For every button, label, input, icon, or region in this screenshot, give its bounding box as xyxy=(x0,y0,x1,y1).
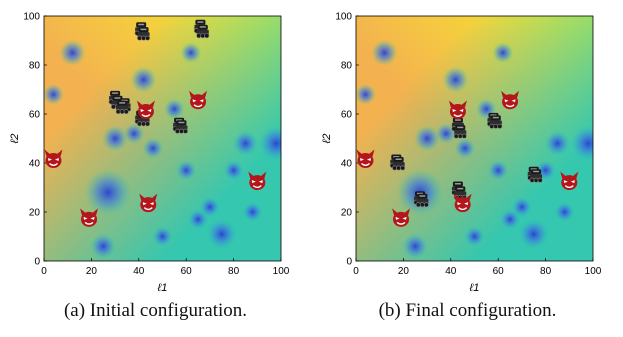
y-tick-label: 80 xyxy=(29,61,41,72)
devil-marker xyxy=(136,100,155,120)
devil-marker xyxy=(139,193,158,213)
y-axis-label: ℓ2 xyxy=(321,134,333,145)
x-tick-label: 100 xyxy=(273,266,290,277)
devil-marker xyxy=(560,171,579,191)
devil-marker xyxy=(453,193,472,213)
x-tick-label: 0 xyxy=(41,266,47,277)
robot-marker xyxy=(174,120,188,134)
x-axis-label: ℓ1 xyxy=(157,282,168,294)
devil-marker xyxy=(356,149,375,169)
x-tick-label: 20 xyxy=(86,266,98,277)
y-tick-label: 0 xyxy=(346,257,352,268)
devil-marker xyxy=(392,208,411,227)
robot-marker xyxy=(415,193,429,208)
x-tick-label: 100 xyxy=(585,266,602,277)
caption-final: (b) Final configuration. xyxy=(378,300,557,321)
y-tick-label: 40 xyxy=(341,159,353,170)
panel-initial: 0 20 40 60 80 100 0 20 40 60 80 100 ℓ1 ℓ2 (a) Initial… xyxy=(0,0,311,337)
x-tick-label: 60 xyxy=(181,266,193,277)
robot-marker xyxy=(115,100,129,115)
y-tick-label: 20 xyxy=(341,208,353,219)
plot-frame xyxy=(43,15,282,262)
robot-marker xyxy=(489,115,503,129)
panel-final: 0 20 40 60 80 100 0 20 40 60 80 100 ℓ1 ℓ2 (b) Final c… xyxy=(312,0,623,337)
heatmap-field xyxy=(356,16,593,261)
y-tick-label: 40 xyxy=(29,159,41,170)
x-tick-label: 80 xyxy=(540,266,552,277)
heatmap-field xyxy=(44,16,281,261)
devil-marker xyxy=(248,171,267,191)
robot-marker xyxy=(529,169,543,183)
devil-marker xyxy=(448,100,467,120)
y-tick-label: 20 xyxy=(29,208,41,219)
chart-final: 0 20 40 60 80 100 0 20 40 60 80 100 ℓ1 ℓ2 xyxy=(321,12,602,295)
y-tick-label: 100 xyxy=(23,12,40,23)
robot-marker xyxy=(196,24,210,39)
devil-marker xyxy=(44,149,63,169)
devil-marker xyxy=(80,208,99,227)
robot-marker xyxy=(453,125,467,139)
y-tick-label: 100 xyxy=(335,12,352,23)
x-tick-label: 20 xyxy=(398,266,410,277)
y-axis-label: ℓ2 xyxy=(9,134,21,145)
caption-initial: (a) Initial configuration. xyxy=(63,300,248,321)
devil-marker xyxy=(501,90,520,110)
y-tick-label: 80 xyxy=(341,61,353,72)
robot-marker xyxy=(137,27,151,41)
x-tick-label: 0 xyxy=(353,266,359,277)
chart-initial: 0 20 40 60 80 100 0 20 40 60 80 100 ℓ1 ℓ2 xyxy=(9,12,290,295)
x-tick-label: 80 xyxy=(228,266,240,277)
devil-marker xyxy=(189,90,208,110)
x-tick-label: 40 xyxy=(133,266,145,277)
robot-marker xyxy=(392,157,406,171)
y-tick-label: 60 xyxy=(29,110,41,121)
x-tick-label: 60 xyxy=(493,266,505,277)
y-tick-label: 60 xyxy=(341,110,353,121)
x-tick-label: 40 xyxy=(445,266,457,277)
x-axis-label: ℓ1 xyxy=(469,282,480,294)
plot-frame xyxy=(355,15,594,262)
y-tick-label: 0 xyxy=(34,257,40,268)
